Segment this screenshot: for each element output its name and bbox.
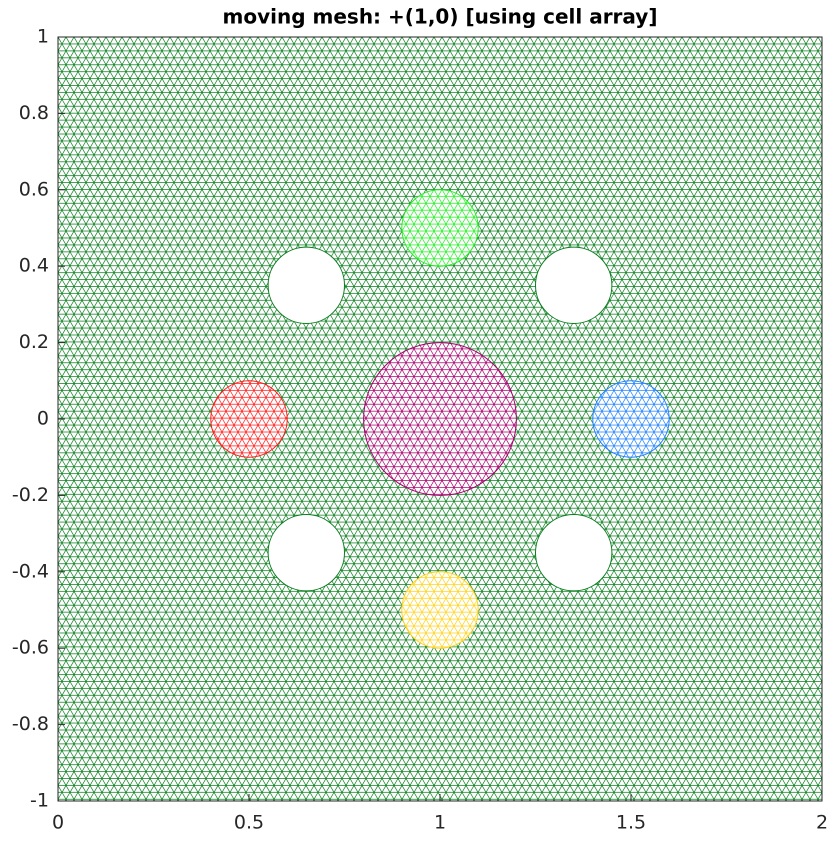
mesh-region [592,380,670,458]
x-tick-label: 0.5 [234,812,264,834]
hole [535,514,613,592]
hole [267,246,345,324]
chart-title: moving mesh: +(1,0) [using cell array] [223,5,658,29]
y-tick-label: -0.4 [12,560,49,582]
y-tick-label: 1 [37,26,49,48]
x-tick-label: 0 [52,812,64,834]
y-tick-label: 0.4 [19,255,49,277]
mesh-region [363,342,517,496]
hole [267,514,345,592]
y-tick-label: -0.2 [12,484,49,506]
mesh-region [401,189,479,267]
y-tick-label: -1 [30,790,49,812]
hole [535,246,613,324]
x-tick-label: 2 [816,812,828,834]
x-tick-label: 1.5 [616,812,646,834]
mesh-region [401,571,479,649]
y-tick-label: 0.8 [19,102,49,124]
x-tick-label: 1 [434,812,446,834]
y-tick-label: -0.6 [12,637,49,659]
y-tick-label: 0 [37,408,49,430]
y-tick-label: 0.6 [19,178,49,200]
y-tick-label: -0.8 [12,713,49,735]
y-tick-label: 0.2 [19,331,49,353]
mesh-region [210,380,288,458]
